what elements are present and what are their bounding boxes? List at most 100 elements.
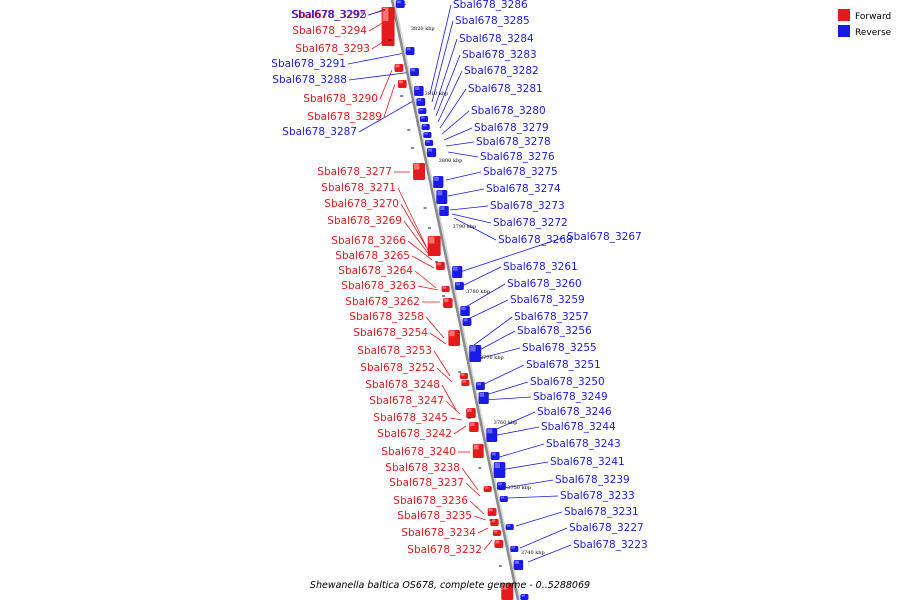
reverse-gene-block [493,462,506,478]
reverse-gene-block [410,68,419,76]
reverse-gene-label: Sbal678_3267 [567,231,642,243]
forward-gene-label: Sbal678_3258 [349,311,424,323]
forward-gene-label: Sbal678_3236 [393,495,468,507]
scale-tick-label: 3780 kbp [466,289,490,295]
forward-gene-label: Sbal678_3252 [360,362,435,374]
forward-leader-line [400,203,429,251]
gene-block-highlight [477,382,482,386]
gene-block-highlight [395,64,400,68]
gene-block-highlight [428,236,435,244]
forward-gene-label: Sbal678_3237 [389,477,464,489]
reverse-gene-label: Sbal678_3243 [546,438,621,450]
reverse-gene-label: Sbal678_3223 [573,539,648,551]
gene-block-highlight [461,306,466,310]
reverse-gene-block [419,116,429,122]
reverse-gene-block [436,190,448,204]
reverse-leader-line [453,217,497,241]
forward-gene-label: Sbal678_3242 [377,428,452,440]
gene-labels: Sbal678_3295 Sbal678_3294 Sbal678_3293 Sbal… [271,0,647,556]
gene-features [381,0,529,600]
reverse-gene-label: Sbal678_3287 [282,126,357,138]
reverse-gene-block [462,318,472,326]
reverse-gene-label: Sbal678_3278 [476,136,551,148]
forward-gene-label: Sbal678_3232 [407,544,482,556]
gene-block-highlight [491,519,496,522]
forward-gene-label: Sbal678_3265 [335,250,410,262]
gene-block-highlight [491,452,496,456]
gene-block-highlight [428,148,433,152]
reverse-gene-block [460,306,470,316]
gene-block-highlight [398,80,403,84]
reverse-gene-label: Sbal678_3244 [541,421,616,433]
reverse-gene-label: Sbal678_3274 [486,183,561,195]
forward-gene-block [469,422,479,432]
reverse-gene-label: Sbal678_3259 [510,294,585,306]
reverse-gene-label: Sbal678_3268 [498,234,573,246]
reverse-gene-block [433,176,444,188]
reverse-gene-block [486,428,498,442]
legend-reverse-swatch [838,25,850,37]
forward-leader-line [473,515,487,521]
reverse-gene-block [505,524,514,530]
reverse-leader-line [503,479,554,489]
scale-tick-label: 3740 kbp [521,550,545,556]
forward-leader-line [449,417,463,421]
reverse-gene-label: Sbal678_3273 [490,200,565,212]
reverse-leader-line [443,127,473,141]
reverse-gene-label: Sbal678_3239 [555,474,630,486]
gene-block-highlight [396,0,401,4]
reverse-gene-block [469,345,482,362]
gene-block-highlight [420,116,425,119]
reverse-gene-block [414,86,424,96]
gene-block-highlight [411,68,416,72]
forward-gene-label: Sbal678_3269 [327,215,402,227]
forward-leader-line [483,539,493,551]
forward-leader-line [383,83,396,118]
reverse-gene-block [452,266,463,278]
reverse-gene-label: Sbal678_3282 [464,65,539,77]
forward-leader-line [453,425,467,435]
gene-block-highlight [453,266,458,271]
forward-gene-block [472,444,484,458]
forward-gene-block [381,7,395,46]
reverse-gene-label: Sbal678_3276 [480,151,555,163]
forward-leader-line [417,285,439,291]
reverse-gene-label: Sbal678_3261 [503,261,578,273]
forward-gene-label: Sbal678_3271 [321,182,396,194]
forward-leader-line [397,187,427,247]
reverse-gene-label: Sbal678_3288 [272,74,347,86]
forward-gene-block [427,236,441,256]
forward-gene-block [448,330,460,346]
reverse-gene-label: Sbal678_3251 [526,359,601,371]
reverse-gene-block [427,148,437,157]
scale-tick-label: 3820 kbp [411,26,435,32]
reverse-gene-block [510,546,519,552]
gene-block-highlight [493,530,498,533]
gene-block-highlight [470,345,476,352]
forward-gene-block [466,408,476,418]
gene-block-highlight [415,86,420,90]
reverse-leader-line [429,4,452,95]
gene-block-highlight [467,408,472,412]
reverse-leader-line [527,544,572,563]
forward-gene-block [394,64,404,72]
forward-leader-line [441,384,457,411]
gene-block-highlight [470,422,475,426]
reverse-leader-line [437,70,463,123]
gene-block-highlight [406,47,411,51]
gene-block-highlight [437,190,443,196]
forward-gene-block [487,508,497,516]
reverse-leader-line [495,443,545,459]
gene-block-highlight [382,7,389,22]
gene-block-highlight [424,132,428,135]
scale-tick-label: 3770 kbp [480,355,504,361]
forward-leader-line [465,482,481,497]
forward-gene-label: Sbal678_3270 [324,198,399,210]
gene-block-highlight [521,594,526,597]
scale-tick-label: 3750 kbp [507,485,531,491]
forward-gene-block [413,163,426,180]
gene-block-highlight [502,583,508,590]
gene-block-highlight [444,298,449,302]
forward-gene-label: Sbal678_3262 [345,296,420,308]
